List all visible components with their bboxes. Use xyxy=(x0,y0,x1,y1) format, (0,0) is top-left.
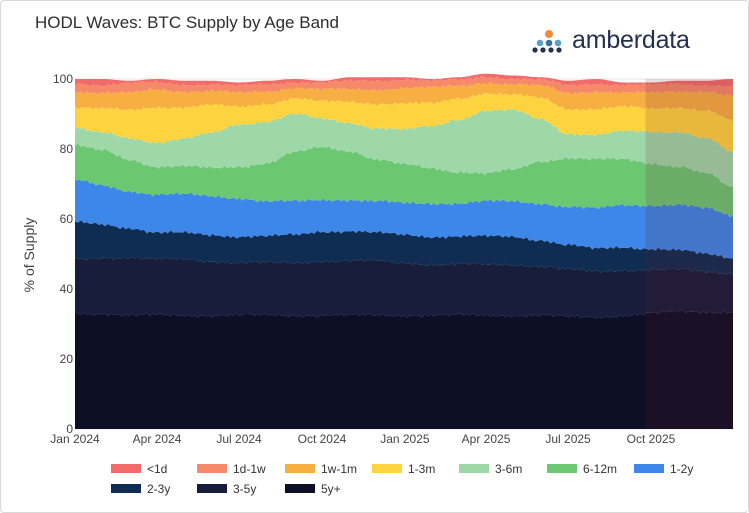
amberdata-logo-icon xyxy=(532,29,562,53)
legend-swatch xyxy=(111,484,141,493)
x-tick-label: Jul 2025 xyxy=(545,432,591,446)
legend: <1d 1d-1w 1w-1m 1-3m 3-6m 6-12m 1-2y 2-3y 3-5y 5y… xyxy=(111,462,693,496)
x-tick-label: Oct 2025 xyxy=(627,432,676,446)
legend-label: 3-6m xyxy=(495,462,522,476)
y-axis: 0 20 40 60 80 100 xyxy=(53,72,73,436)
legend-item-1w-1m[interactable]: 1w-1m xyxy=(285,462,357,476)
legend-swatch xyxy=(634,464,664,473)
legend-swatch xyxy=(197,484,227,493)
stacked-areas xyxy=(75,73,733,429)
legend-item-2-3y[interactable]: 2-3y xyxy=(111,482,170,496)
legend-label: 3-5y xyxy=(233,482,256,496)
legend-swatch xyxy=(372,464,402,473)
legend-swatch xyxy=(197,464,227,473)
legend-label: 5y+ xyxy=(321,482,341,496)
x-tick-label: Apr 2024 xyxy=(133,432,182,446)
legend-label: 1w-1m xyxy=(321,462,357,476)
x-tick-label: Jul 2024 xyxy=(216,432,262,446)
y-axis-label: % of Supply xyxy=(21,218,37,293)
area-series-6-12m xyxy=(75,143,733,218)
y-tick-label: 100 xyxy=(53,72,73,86)
legend-item--1d[interactable]: <1d xyxy=(111,462,167,476)
area-series-3-5y xyxy=(75,256,733,319)
x-tick-label: Oct 2024 xyxy=(298,432,347,446)
legend-swatch xyxy=(285,464,315,473)
area-series-1d-1w xyxy=(75,75,733,97)
chart-title: HODL Waves: BTC Supply by Age Band xyxy=(35,13,339,32)
legend-swatch xyxy=(111,464,141,473)
y-tick-label: 60 xyxy=(60,212,74,226)
y-tick-label: 40 xyxy=(60,282,74,296)
legend-label: 1-2y xyxy=(670,462,693,476)
legend-label: 2-3y xyxy=(147,482,170,496)
legend-item-3-5y[interactable]: 3-5y xyxy=(197,482,256,496)
area-series-1-3m xyxy=(75,92,733,152)
x-tick-label: Apr 2025 xyxy=(462,432,511,446)
brand-logo: amberdata xyxy=(532,26,690,55)
legend-label: 1-3m xyxy=(408,462,435,476)
area-series-1-2y xyxy=(75,179,733,259)
y-tick-label: 20 xyxy=(60,352,74,366)
legend-swatch xyxy=(547,464,577,473)
brand-name: amberdata xyxy=(572,26,690,54)
legend-item-6-12m[interactable]: 6-12m xyxy=(547,462,617,476)
area-series-3-6m xyxy=(75,108,733,187)
y-tick-label: 80 xyxy=(60,142,74,156)
y-tick-label: 0 xyxy=(66,422,73,436)
legend-swatch xyxy=(285,484,315,493)
x-tick-label: Jan 2024 xyxy=(50,432,100,446)
area-series-1w-1m xyxy=(75,81,733,122)
area-series-5y- xyxy=(75,309,733,429)
x-tick-label: Jan 2025 xyxy=(380,432,430,446)
legend-item-5y-[interactable]: 5y+ xyxy=(285,482,341,496)
legend-item-1d-1w[interactable]: 1d-1w xyxy=(197,462,266,476)
legend-label: 1d-1w xyxy=(233,462,266,476)
area-series--1d xyxy=(75,73,733,88)
legend-item-1-3m[interactable]: 1-3m xyxy=(372,462,435,476)
legend-swatch xyxy=(459,464,489,473)
legend-label: 6-12m xyxy=(583,462,617,476)
x-axis: Jan 2024 Apr 2024 Jul 2024 Oct 2024 Jan 2025… xyxy=(50,432,675,446)
legend-label: <1d xyxy=(147,462,167,476)
area-series-2-3y xyxy=(75,220,733,276)
highlight-region-layer xyxy=(645,79,733,429)
legend-item-3-6m[interactable]: 3-6m xyxy=(459,462,522,476)
legend-item-1-2y[interactable]: 1-2y xyxy=(634,462,693,476)
highlight-region xyxy=(645,79,733,429)
